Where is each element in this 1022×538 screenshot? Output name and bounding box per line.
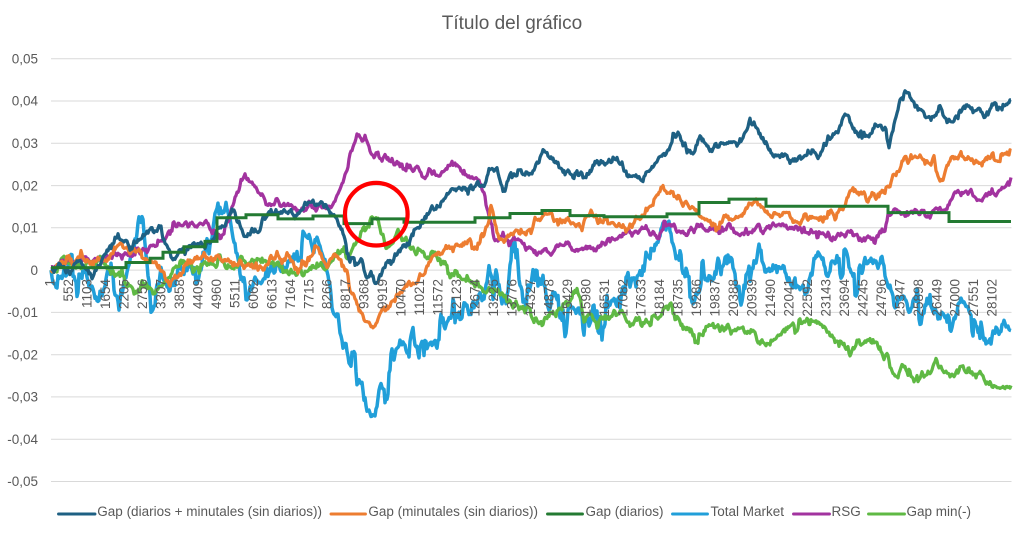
svg-text:Gap (diarios + minutales (sin: Gap (diarios + minutales (sin diarios)) (97, 504, 322, 519)
svg-text:20388: 20388 (726, 279, 741, 317)
svg-text:14878: 14878 (541, 279, 556, 317)
svg-text:26449: 26449 (929, 279, 944, 317)
svg-text:15980: 15980 (578, 279, 593, 317)
svg-text:Gap min(-): Gap min(-) (907, 504, 972, 519)
svg-text:0,01: 0,01 (12, 221, 38, 236)
svg-text:8817: 8817 (338, 279, 353, 309)
svg-text:15429: 15429 (560, 279, 575, 317)
svg-text:13776: 13776 (505, 279, 520, 317)
svg-text:8266: 8266 (320, 279, 335, 309)
svg-text:RSG: RSG (832, 504, 861, 519)
svg-text:22592: 22592 (800, 279, 815, 317)
svg-text:Gap (diarios): Gap (diarios) (586, 504, 664, 519)
svg-text:0,04: 0,04 (12, 94, 39, 109)
svg-text:3858: 3858 (172, 279, 187, 309)
svg-text:17633: 17633 (634, 279, 649, 317)
svg-text:2756: 2756 (135, 279, 150, 309)
svg-text:19286: 19286 (689, 279, 704, 317)
svg-text:Título del gráfico: Título del gráfico (442, 13, 582, 34)
svg-text:0,03: 0,03 (12, 136, 38, 151)
svg-text:18184: 18184 (652, 279, 667, 317)
svg-text:-0,05: -0,05 (7, 474, 38, 489)
svg-text:28102: 28102 (985, 279, 1000, 317)
svg-text:0,02: 0,02 (12, 178, 38, 193)
svg-text:14327: 14327 (523, 279, 538, 317)
svg-text:16531: 16531 (597, 279, 612, 317)
svg-text:27551: 27551 (966, 279, 981, 317)
svg-text:0,05: 0,05 (12, 52, 38, 67)
svg-text:25347: 25347 (892, 279, 907, 317)
svg-text:9919: 9919 (375, 279, 390, 309)
svg-text:0: 0 (30, 263, 38, 278)
svg-text:19837: 19837 (708, 279, 723, 317)
svg-text:13225: 13225 (486, 279, 501, 317)
svg-text:23694: 23694 (837, 279, 852, 317)
svg-text:25898: 25898 (911, 279, 926, 317)
svg-text:7164: 7164 (283, 279, 298, 310)
svg-text:24796: 24796 (874, 279, 889, 317)
svg-text:23143: 23143 (818, 279, 833, 317)
svg-text:24245: 24245 (855, 279, 870, 317)
svg-text:-0,02: -0,02 (7, 347, 38, 362)
svg-text:Gap (minutales (sin diarios)): Gap (minutales (sin diarios)) (368, 504, 538, 519)
svg-text:-0,04: -0,04 (7, 432, 38, 447)
svg-text:6062: 6062 (246, 279, 261, 309)
svg-text:11021: 11021 (412, 279, 427, 316)
svg-text:9368: 9368 (357, 279, 372, 309)
svg-text:2205: 2205 (117, 279, 132, 309)
svg-text:1103: 1103 (80, 279, 95, 308)
svg-text:4409: 4409 (191, 279, 206, 309)
svg-text:5511: 5511 (227, 279, 242, 308)
svg-text:-0,01: -0,01 (7, 305, 38, 320)
svg-text:10470: 10470 (394, 279, 409, 317)
svg-text:3307: 3307 (154, 279, 169, 309)
svg-text:1654: 1654 (98, 279, 113, 310)
svg-text:22041: 22041 (782, 279, 797, 317)
svg-text:-0,03: -0,03 (7, 390, 38, 405)
svg-text:20939: 20939 (745, 279, 760, 317)
svg-text:4960: 4960 (209, 279, 224, 309)
svg-text:6613: 6613 (264, 279, 279, 309)
svg-text:1: 1 (43, 279, 58, 287)
svg-text:7715: 7715 (301, 279, 316, 309)
svg-text:12123: 12123 (449, 279, 464, 317)
svg-text:18735: 18735 (671, 279, 686, 317)
svg-text:Total Market: Total Market (711, 504, 785, 519)
svg-text:21490: 21490 (763, 279, 778, 317)
svg-text:11572: 11572 (431, 279, 446, 316)
svg-text:12674: 12674 (468, 279, 483, 317)
svg-text:17082: 17082 (615, 279, 630, 317)
svg-text:27000: 27000 (948, 279, 963, 317)
svg-text:552: 552 (61, 279, 76, 302)
